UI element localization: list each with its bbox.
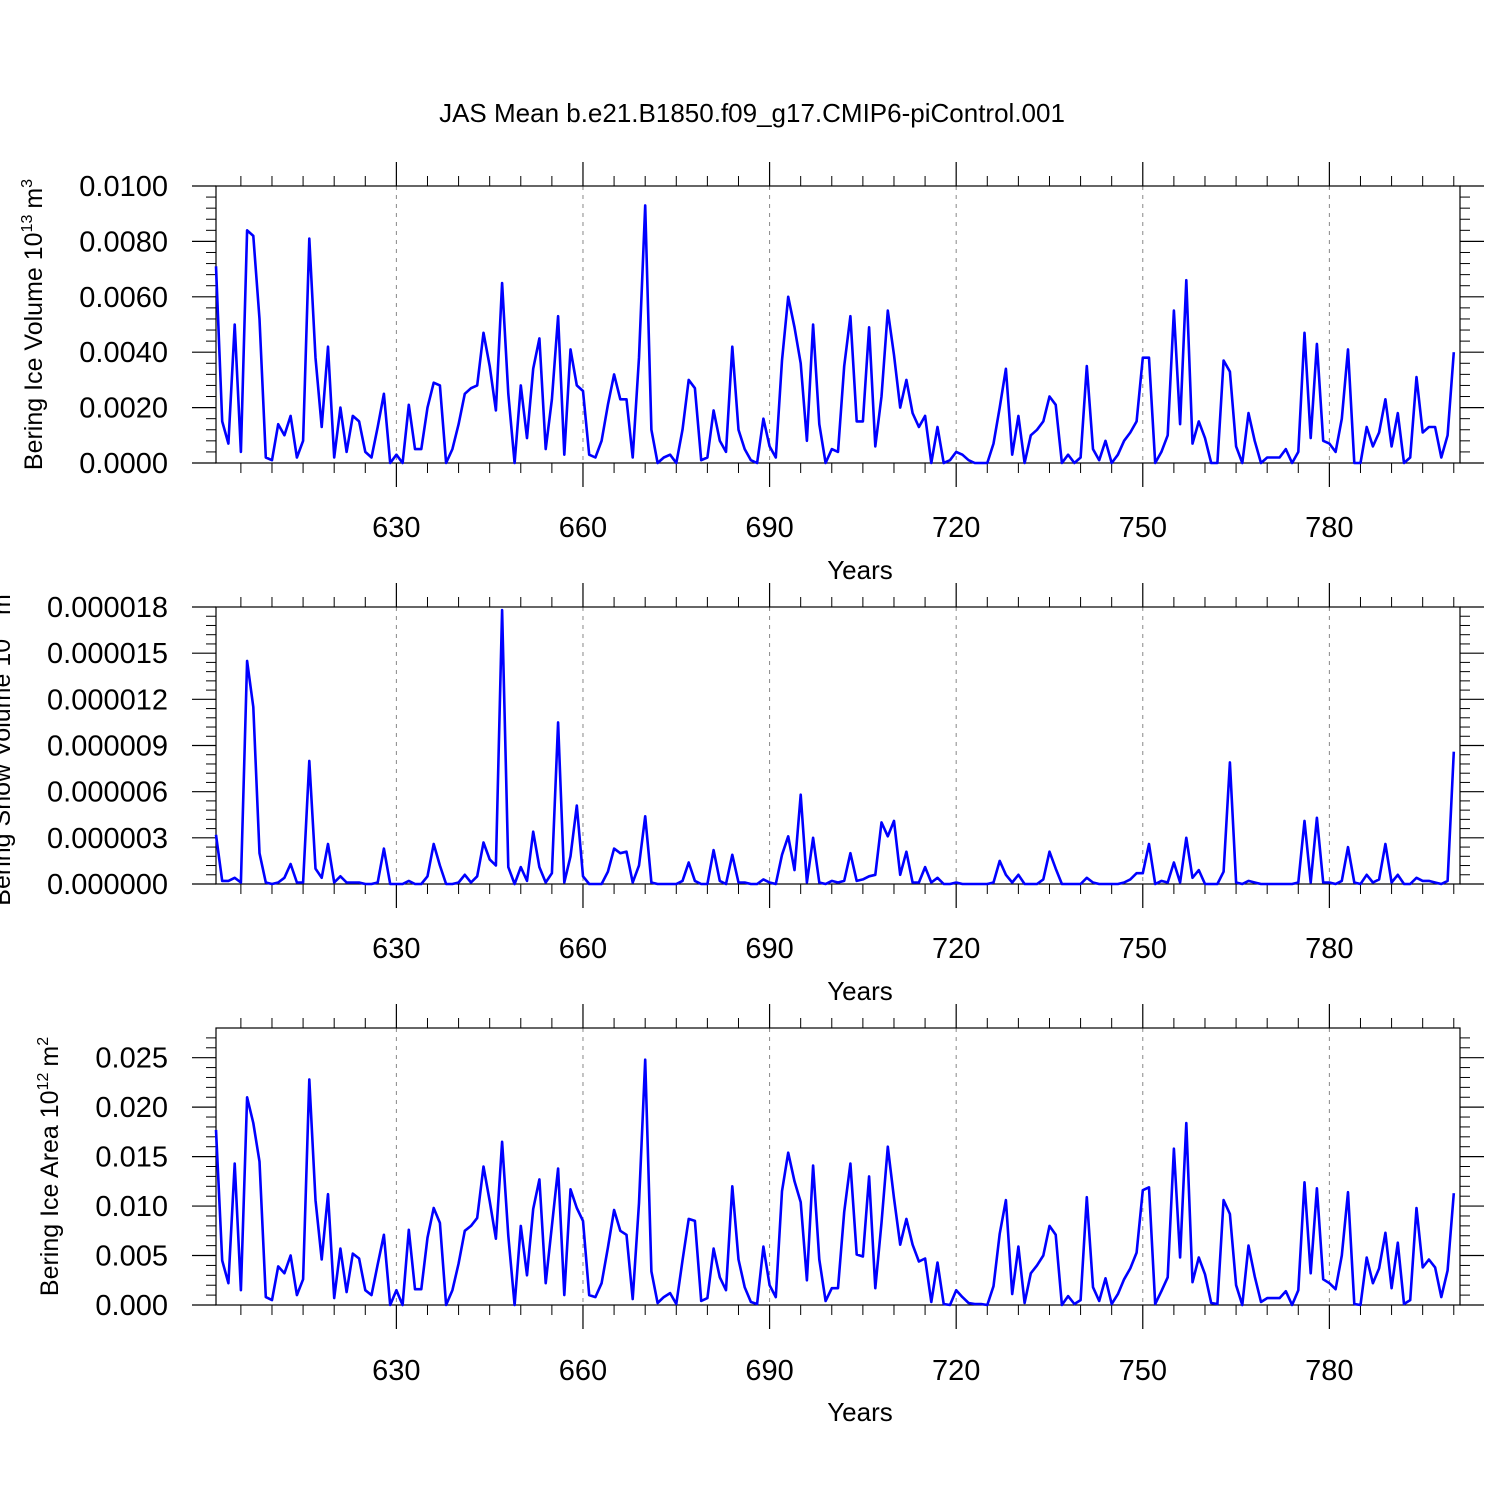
x-tick-label: 630 bbox=[372, 1355, 420, 1387]
y-axis-title: Bering Ice Volume 1013 m3 bbox=[19, 179, 48, 470]
x-tick-label: 720 bbox=[932, 933, 980, 965]
x-tick-label: 630 bbox=[372, 933, 420, 965]
y-tick-label: 0.015 bbox=[95, 1142, 168, 1174]
chart-panel-1: 630 660 690 720 750 780 0.0000 0.0020 0.0040 0.00… bbox=[19, 162, 1484, 585]
x-tick-label: 690 bbox=[745, 512, 793, 544]
plot-frame bbox=[215, 606, 1461, 885]
y-tick-label: 0.005 bbox=[95, 1241, 168, 1273]
plot-frame bbox=[215, 1027, 1461, 1306]
y-tick-label: 0.000012 bbox=[47, 684, 168, 716]
x-tick-label: 660 bbox=[559, 1355, 607, 1387]
x-tick-label: 630 bbox=[372, 512, 420, 544]
x-tick-label: 750 bbox=[1119, 933, 1167, 965]
y-axis-title-unit: m bbox=[0, 594, 16, 615]
y-tick-label: 0.025 bbox=[95, 1043, 168, 1075]
y-axis-title: Bering Snow Volume 1013 m3 bbox=[0, 585, 16, 905]
chart-panel-3: 630 660 690 720 750 780 0.000 0.005 0.010 0.015 0.… bbox=[35, 1004, 1484, 1427]
y-tick-label: 0.010 bbox=[95, 1191, 168, 1223]
y-axis-title-unit-exponent: 3 bbox=[0, 585, 4, 594]
x-tick-label: 660 bbox=[559, 512, 607, 544]
chart-panel-2: 630 660 690 720 750 780 0.000000 0.000003 0.0000… bbox=[0, 583, 1484, 1006]
x-tick-label: 780 bbox=[1305, 512, 1353, 544]
y-tick-label: 0.000006 bbox=[47, 777, 168, 809]
y-axis-title: Bering Ice Area 1012 m2 bbox=[35, 1037, 64, 1296]
y-tick-label: 0.000 bbox=[95, 1290, 168, 1322]
x-tick-label: 780 bbox=[1305, 1355, 1353, 1387]
y-axis-title-exponent: 13 bbox=[19, 215, 36, 233]
x-axis-title: Years bbox=[827, 555, 893, 585]
y-axis-title-unit: m bbox=[20, 188, 48, 209]
y-tick-label: 0.0000 bbox=[79, 448, 168, 480]
y-axis-title-unit-exponent: 2 bbox=[35, 1037, 52, 1046]
y-tick-label: 0.0020 bbox=[79, 393, 168, 425]
chart-title: JAS Mean b.e21.B1850.f09_g17.CMIP6-piCon… bbox=[439, 98, 1065, 128]
plot-frame bbox=[215, 185, 1461, 464]
x-tick-label: 750 bbox=[1119, 512, 1167, 544]
series-line bbox=[214, 204, 1456, 465]
x-tick-label: 720 bbox=[932, 1355, 980, 1387]
y-axis-title-exponent: 12 bbox=[35, 1073, 52, 1091]
y-axis-title-exponent: 13 bbox=[0, 621, 4, 639]
y-tick-label: 0.000018 bbox=[47, 592, 168, 624]
y-tick-label: 0.000003 bbox=[47, 823, 168, 855]
y-axis-title-text: Bering Ice Area 10 bbox=[36, 1090, 64, 1296]
y-tick-label: 0.0060 bbox=[79, 282, 168, 314]
x-tick-label: 690 bbox=[745, 933, 793, 965]
x-tick-label: 690 bbox=[745, 1355, 793, 1387]
x-tick-label: 780 bbox=[1305, 933, 1353, 965]
y-axis-title-unit-exponent: 3 bbox=[19, 179, 36, 188]
x-axis-title: Years bbox=[827, 1397, 893, 1427]
y-tick-label: 0.020 bbox=[95, 1092, 168, 1124]
y-axis-title-unit: m bbox=[36, 1046, 64, 1067]
x-axis-title: Years bbox=[827, 976, 893, 1006]
x-tick-label: 660 bbox=[559, 933, 607, 965]
y-axis-title-text: Bering Ice Volume 10 bbox=[20, 232, 48, 470]
series-line bbox=[214, 608, 1456, 886]
y-tick-label: 0.000000 bbox=[47, 869, 168, 901]
y-tick-label: 0.0080 bbox=[79, 226, 168, 258]
y-axis-title-text: Bering Snow Volume 10 bbox=[0, 639, 16, 906]
y-tick-label: 0.0040 bbox=[79, 337, 168, 369]
y-tick-label: 0.000015 bbox=[47, 638, 168, 670]
series-line bbox=[214, 1058, 1456, 1307]
y-tick-label: 0.0100 bbox=[79, 171, 168, 203]
x-tick-label: 750 bbox=[1119, 1355, 1167, 1387]
x-tick-label: 720 bbox=[932, 512, 980, 544]
y-tick-label: 0.000009 bbox=[47, 731, 168, 763]
